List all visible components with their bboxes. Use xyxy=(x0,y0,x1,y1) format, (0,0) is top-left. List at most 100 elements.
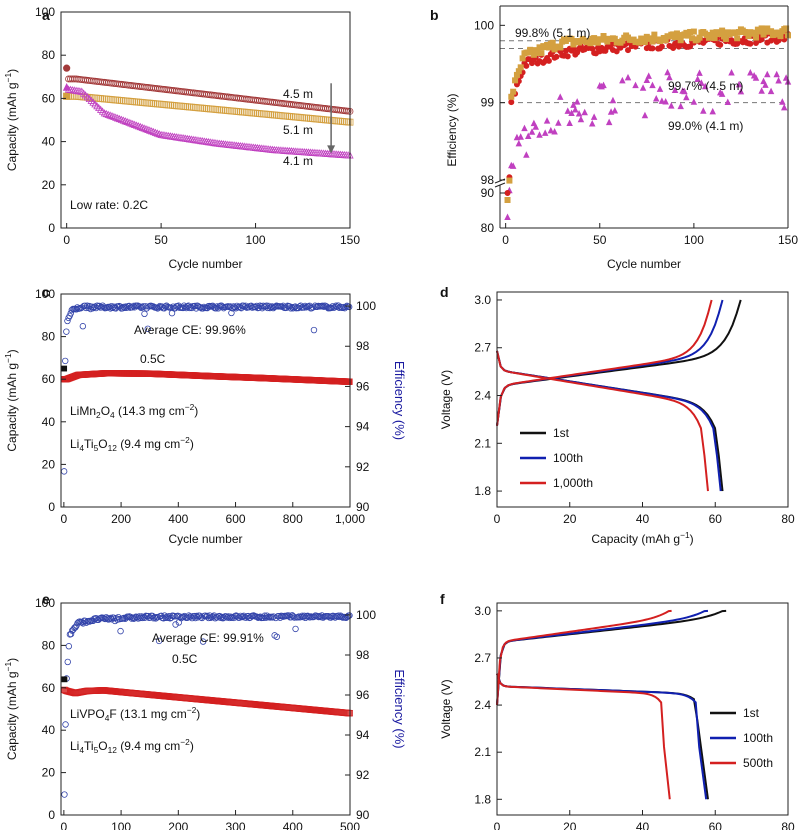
x-tick-label: 400 xyxy=(168,512,188,526)
data-point xyxy=(506,177,513,184)
text-part: 4 xyxy=(79,443,84,453)
data-point xyxy=(271,111,278,119)
data-point xyxy=(117,115,126,123)
efficiency-point xyxy=(139,303,146,311)
data-point xyxy=(153,100,161,108)
data-point xyxy=(134,122,143,130)
efficiency-point xyxy=(285,612,293,619)
data-point xyxy=(102,109,110,118)
data-point xyxy=(265,111,273,118)
x-tick-label: 60 xyxy=(709,512,723,526)
reference-label: 99.7% (4.5 m) xyxy=(668,79,743,93)
data-point xyxy=(310,115,318,123)
data-point xyxy=(193,104,201,112)
data-point xyxy=(312,115,320,123)
data-point xyxy=(176,102,184,110)
data-point xyxy=(63,64,71,72)
y-tick-label: 2.7 xyxy=(474,651,491,665)
text-part: 4 xyxy=(79,745,84,755)
axis-break xyxy=(494,182,506,188)
data-point xyxy=(199,104,207,112)
x-tick-label: 500 xyxy=(340,820,360,830)
x-tick-label: 400 xyxy=(283,820,303,830)
y-tick-label: 0 xyxy=(48,808,55,822)
data-point xyxy=(547,126,555,134)
y-axis-label: Capacity (mAh g−1) xyxy=(3,349,19,451)
data-point xyxy=(99,95,106,103)
efficiency-point xyxy=(172,621,179,628)
text-part: Li xyxy=(70,739,79,753)
data-point xyxy=(201,104,208,112)
data-point xyxy=(284,112,292,120)
y-tick-label: 3.0 xyxy=(474,293,491,307)
text-part: O xyxy=(98,739,107,753)
data-point xyxy=(163,101,171,109)
plot-frame xyxy=(60,602,351,816)
y2-tick-label: 100 xyxy=(356,608,376,622)
data-point xyxy=(664,68,671,76)
data-point xyxy=(724,98,732,106)
annotation: 0.5C xyxy=(172,652,198,666)
text-part: −2 xyxy=(180,435,190,445)
data-point xyxy=(512,77,519,84)
data-point xyxy=(118,97,125,104)
data-point xyxy=(735,80,743,88)
data-point xyxy=(189,103,197,111)
panel-c: 0 200 400 600 800 1,000 0 20 40 60 80 100 90 92 94 96 98… xyxy=(3,287,407,546)
data-point xyxy=(106,96,114,103)
data-point xyxy=(293,113,301,121)
efficiency-point xyxy=(305,303,312,310)
discharge-curve xyxy=(496,673,709,800)
data-point xyxy=(696,69,703,76)
data-point xyxy=(152,100,159,108)
data-point xyxy=(510,88,517,95)
data-point xyxy=(186,103,193,111)
plot-frame xyxy=(60,11,351,229)
data-point xyxy=(619,76,626,84)
reference-label: 99.8% (5.1 m) xyxy=(515,26,590,40)
data-point xyxy=(320,116,327,124)
charge-curve xyxy=(496,609,672,706)
data-point xyxy=(178,102,186,110)
legend-label: 1st xyxy=(553,426,570,440)
efficiency-point xyxy=(265,613,273,621)
data-point xyxy=(306,115,314,122)
data-point xyxy=(577,115,585,123)
data-point xyxy=(337,117,344,125)
efficiency-point xyxy=(198,614,206,622)
data-point xyxy=(611,106,619,114)
y2-tick-label: 94 xyxy=(356,728,370,742)
efficiency-point xyxy=(227,303,234,310)
y-tick-label: 0 xyxy=(48,221,55,235)
data-point xyxy=(683,93,690,101)
y-tick-label: 60 xyxy=(42,91,56,105)
data-point xyxy=(146,126,154,134)
efficiency-point xyxy=(119,304,126,312)
data-point xyxy=(600,81,607,89)
data-point xyxy=(237,108,244,116)
anode-label: Li4Ti5O12 (9.4 mg cm−2) xyxy=(70,737,194,755)
y-tick-label: 20 xyxy=(42,766,56,780)
efficiency-point xyxy=(61,791,68,798)
y-tick-label: 90 xyxy=(481,186,495,200)
data-point xyxy=(255,110,263,117)
x-axis-label: Cycle number xyxy=(168,532,242,546)
data-point xyxy=(125,118,133,126)
data-point xyxy=(700,107,707,114)
data-point xyxy=(240,108,248,116)
text-part: −2 xyxy=(180,737,190,747)
x-tick-label: 800 xyxy=(283,512,303,526)
data-point xyxy=(119,116,127,124)
y2-tick-label: 98 xyxy=(356,339,370,353)
data-point xyxy=(701,82,709,90)
annotation: 0.5C xyxy=(140,352,166,366)
x-tick-label: 0 xyxy=(502,233,509,247)
text-part: −1 xyxy=(680,530,690,540)
efficiency-point xyxy=(79,323,87,330)
data-point xyxy=(541,129,549,136)
data-point xyxy=(556,93,564,100)
efficiency-point xyxy=(141,310,148,318)
y2-tick-label: 94 xyxy=(356,420,370,434)
efficiency-point xyxy=(319,302,326,310)
efficiency-point xyxy=(339,614,347,621)
